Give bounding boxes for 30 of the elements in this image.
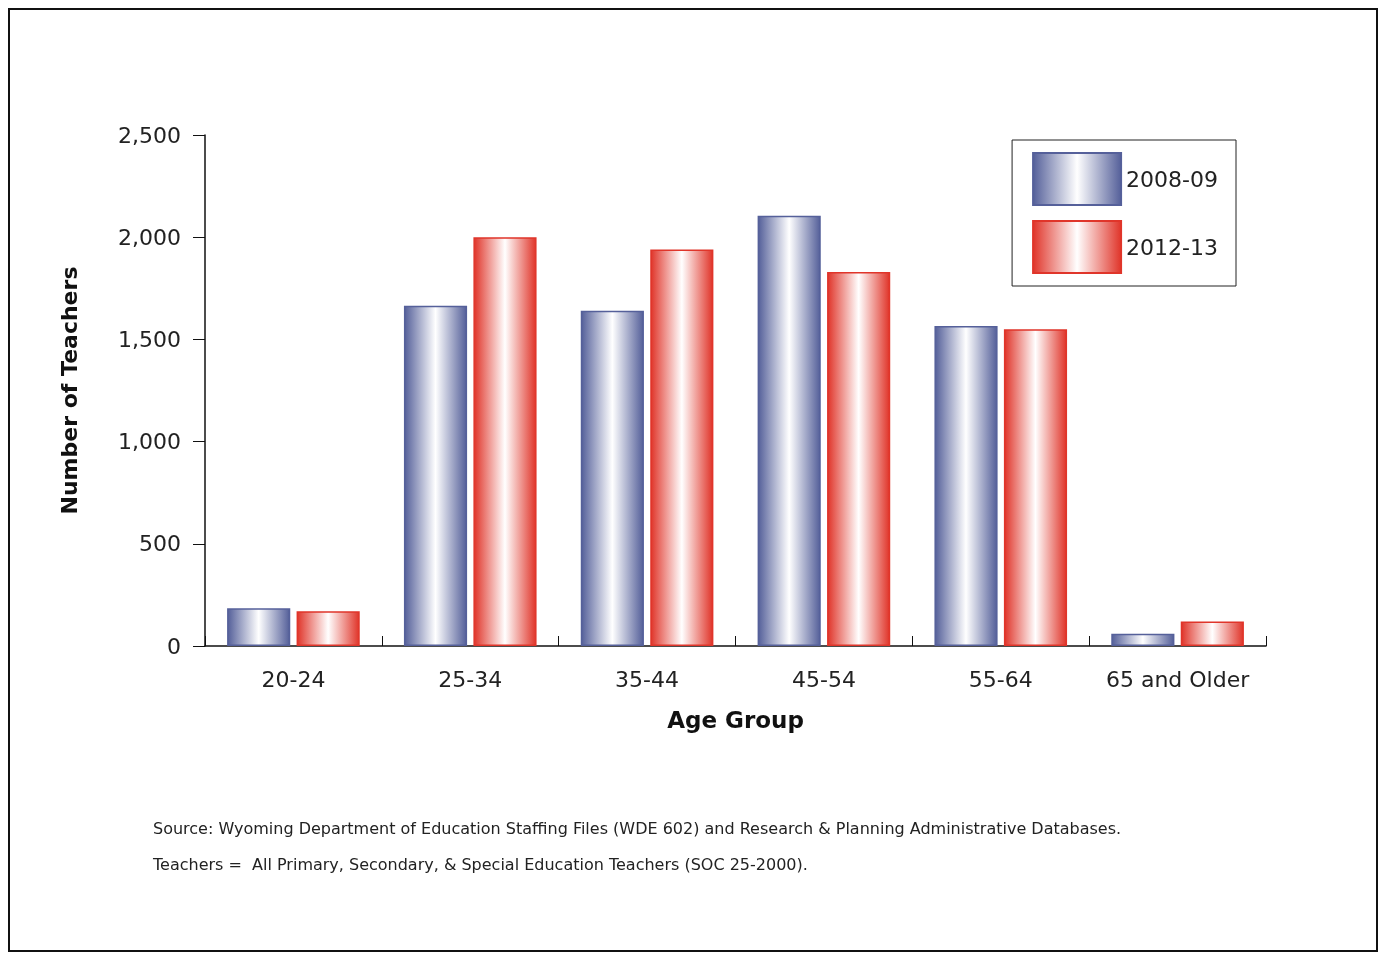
bar	[1111, 633, 1175, 646]
bar	[403, 305, 468, 646]
y-tick-label: 2,500	[118, 122, 181, 148]
x-tick-label: 45-54	[791, 666, 856, 692]
x-tick-label: 65 and Older	[1105, 666, 1251, 692]
x-tick-label: 55-64	[968, 666, 1033, 692]
x-tick-label: 25-34	[438, 666, 503, 692]
bar	[934, 326, 998, 646]
bar	[827, 271, 891, 646]
bar	[296, 611, 360, 646]
y-axis-title: Number of Teachers	[56, 266, 82, 515]
bar	[227, 608, 291, 646]
bar	[580, 310, 644, 646]
bar	[473, 237, 537, 646]
y-tick-label: 2,000	[118, 224, 181, 250]
x-tick-label: 35-44	[615, 666, 680, 692]
legend-label: 2008-09	[1126, 166, 1218, 192]
bar	[1180, 621, 1244, 646]
text: Teachers = All Primary, Secondary, & Special Education Teachers (SOC 25-2000).	[152, 854, 808, 874]
source-note: Source: Wyoming Department of Education Staffing Files (WDE 602) and Research & Planning Administrative Databases.	[153, 818, 1122, 838]
y-tick-label: 0	[167, 633, 181, 659]
y-tick-label: 500	[139, 531, 181, 557]
y-tick-label: 1,000	[118, 429, 181, 455]
legend-label: 2012-13	[1126, 234, 1218, 260]
bar	[1003, 329, 1068, 646]
x-axis-title: Age Group	[667, 706, 804, 733]
bar	[650, 249, 714, 646]
bar	[757, 215, 821, 646]
x-tick-label: 20-24	[261, 666, 326, 692]
y-tick-label: 1,500	[118, 326, 181, 352]
